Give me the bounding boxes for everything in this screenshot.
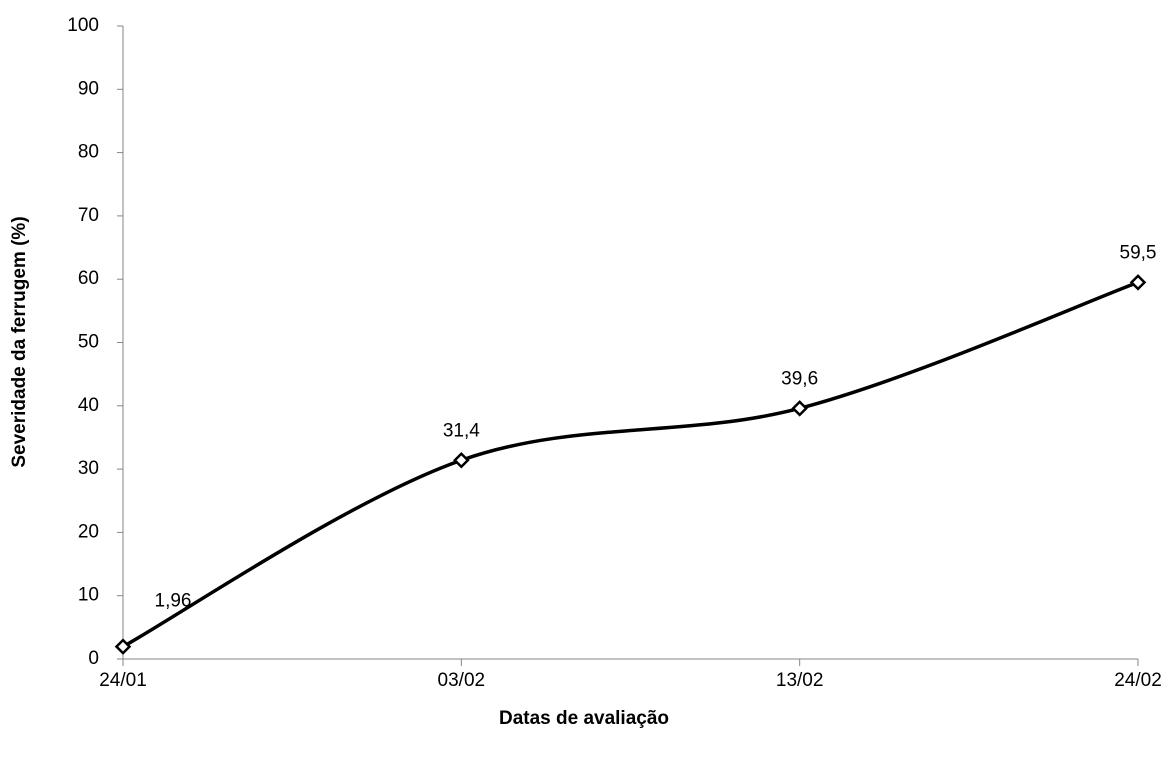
marker [114,638,132,655]
x-axis-title: Datas de avaliação [499,708,669,729]
data-label: 1,96 [155,591,192,612]
data-label: 39,6 [781,368,818,389]
y-tick-label: 30 [78,458,99,479]
y-axis-title: Severidade da ferrugem (%) [9,216,30,467]
y-tick-label: 100 [67,15,99,36]
y-tick-label: 10 [78,585,99,606]
x-tick-label: 13/02 [776,670,824,691]
y-tick-label: 90 [78,78,99,99]
y-tick-label: 80 [78,142,99,163]
marker [453,451,470,469]
x-tick-label: 24/01 [99,670,147,691]
x-tick-label: 03/02 [438,670,486,691]
y-tick-label: 0 [88,648,99,669]
line [122,280,1139,649]
data-label: 59,5 [1120,242,1157,263]
marker [791,400,808,417]
y-tick-label: 20 [78,521,99,542]
y-tick-label: 60 [78,268,99,289]
y-tick-label: 70 [78,205,99,226]
marker [1129,274,1147,291]
y-tick-label: 50 [78,332,99,353]
data-label: 31,4 [443,420,480,441]
x-tick-label: 24/02 [1114,670,1162,691]
y-tick-label: 40 [78,395,99,416]
